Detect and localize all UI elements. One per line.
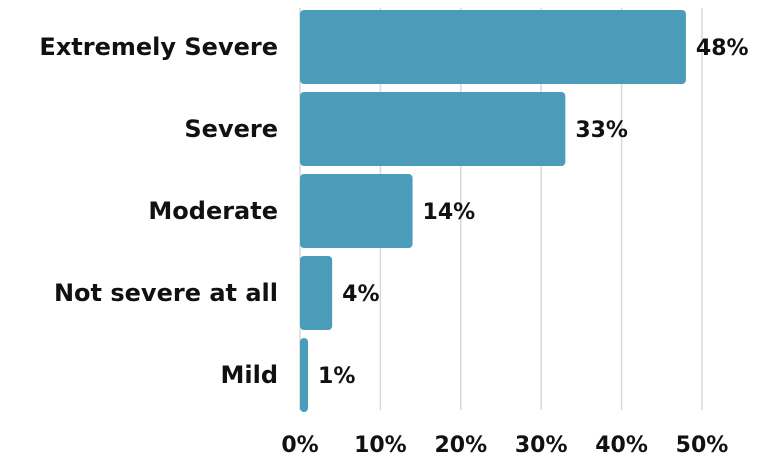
bar [300, 338, 309, 412]
bar [300, 256, 333, 330]
x-tick-labels: 0% 10% 20% 30% 40% 50% [281, 433, 728, 458]
value-label: 14% [423, 200, 476, 225]
value-label: 33% [575, 118, 628, 143]
x-tick-label: 30% [515, 433, 568, 458]
bar [300, 174, 413, 248]
category-label: Mild [220, 361, 278, 389]
bar [300, 10, 686, 84]
bar [300, 92, 566, 166]
x-tick-label: 50% [676, 433, 729, 458]
x-tick-label: 40% [595, 433, 648, 458]
x-tick-label: 10% [354, 433, 407, 458]
value-label: 48% [696, 36, 749, 61]
x-tick-label: 20% [434, 433, 487, 458]
x-tick-label: 0% [281, 433, 318, 458]
category-label: Extremely Severe [39, 33, 278, 61]
category-label: Not severe at all [54, 279, 278, 307]
value-label: 1% [318, 364, 355, 389]
bars [300, 10, 686, 412]
value-label: 4% [342, 282, 379, 307]
category-label: Severe [184, 115, 278, 143]
value-labels: 48% 33% 14% 4% 1% [318, 36, 749, 389]
category-label: Moderate [148, 197, 278, 225]
category-labels: Extremely Severe Severe Moderate Not severe… [39, 33, 278, 389]
